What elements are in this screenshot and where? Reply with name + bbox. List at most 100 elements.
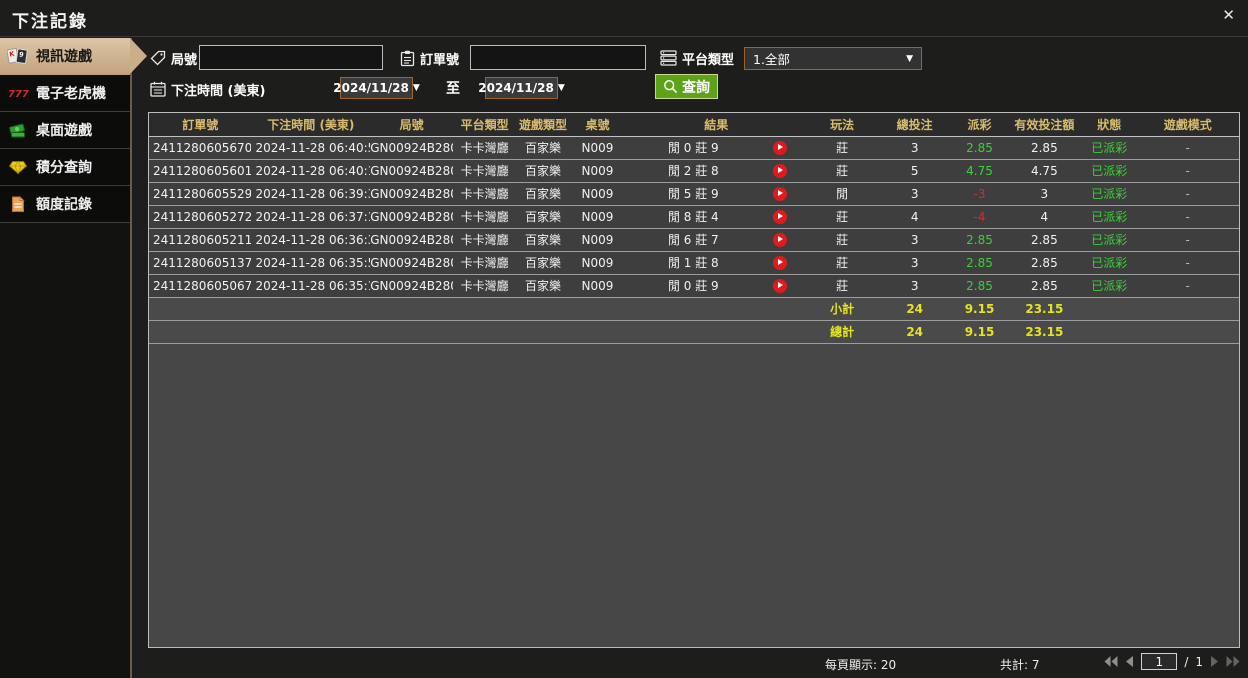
- cell-result: 閒 6 莊 7: [625, 228, 808, 252]
- page-number-input[interactable]: 1: [1141, 653, 1178, 670]
- play-video-icon[interactable]: [773, 140, 788, 155]
- grand-total-total-bet: 24: [877, 320, 953, 344]
- cell-bet-side: 莊: [807, 136, 878, 160]
- table-totals: 小計 24 9.15 23.15 總計 24 9.15 23.15: [149, 297, 1239, 344]
- slot-machine-777-icon: 777: [7, 85, 29, 101]
- cell-platform: 卡卡灣廳: [453, 205, 517, 229]
- sidebar-item-video-games[interactable]: K 9 視訊遊戲: [0, 38, 147, 75]
- order-number-label: 訂單號: [420, 52, 460, 68]
- cell-table-no: N009: [569, 182, 626, 206]
- cell-payout: 2.85: [952, 228, 1007, 252]
- play-video-icon[interactable]: [773, 278, 788, 293]
- play-video-icon[interactable]: [773, 255, 788, 270]
- cell-bet-side: 莊: [807, 274, 878, 298]
- sidebar-item-points[interactable]: 積分查詢: [0, 149, 130, 186]
- per-page-text: 每頁顯示: 20: [825, 656, 896, 673]
- bet-records-table-container: 訂單號 下注時間 (美東) 局號 平台類型 遊戲類型 桌號 結果 玩法 總投注 …: [148, 112, 1240, 648]
- cell-status: 已派彩: [1081, 136, 1137, 160]
- cell-total-bet: 3: [877, 182, 953, 206]
- cell-bet-time: 2024-11-28 06:39:31: [251, 182, 371, 206]
- first-page-icon[interactable]: [1104, 656, 1118, 667]
- play-video-icon[interactable]: [773, 163, 788, 178]
- cell-result: 閒 8 莊 4: [625, 205, 808, 229]
- total-count-label: 共計:: [1000, 658, 1029, 672]
- subtotal-label: 小計: [807, 297, 878, 321]
- grand-total-payout: 9.15: [952, 320, 1007, 344]
- cell-platform: 卡卡灣廳: [453, 274, 517, 298]
- table-row[interactable]: 241128060567051 2024-11-28 06:40:53 GN00…: [149, 136, 1239, 160]
- grand-total-valid-bet: 23.15: [1006, 320, 1082, 344]
- play-video-icon[interactable]: [773, 186, 788, 201]
- cell-payout: 2.85: [952, 251, 1007, 275]
- cell-bet-time: 2024-11-28 06:40:10: [251, 159, 371, 183]
- chevron-down-icon: ▼: [412, 83, 420, 93]
- cell-result: 閒 1 莊 8: [625, 251, 808, 275]
- col-header-table-no: 桌號: [569, 113, 626, 137]
- bet-time-label-group: 下注時間 (美東): [150, 76, 265, 102]
- diamond-icon: [7, 160, 29, 175]
- table-row[interactable]: 241128060560183 2024-11-28 06:40:10 GN00…: [149, 159, 1239, 183]
- date-to-picker[interactable]: 2024/11/28 ▼: [478, 77, 565, 99]
- cell-valid-bet: 4: [1006, 205, 1082, 229]
- grand-total-label: 總計: [807, 320, 878, 344]
- date-from-value: 2024/11/28: [333, 81, 409, 95]
- subtotal-total-bet: 24: [877, 297, 953, 321]
- bet-records-table: 訂單號 下注時間 (美東) 局號 平台類型 遊戲類型 桌號 結果 玩法 總投注 …: [149, 113, 1239, 344]
- cell-table-no: N009: [569, 159, 626, 183]
- next-page-icon[interactable]: [1210, 656, 1219, 667]
- round-number-label: 局號: [171, 52, 198, 68]
- cell-round-id: GN00924B280FH: [370, 182, 454, 206]
- total-count-value: 7: [1031, 658, 1040, 672]
- cell-valid-bet: 2.85: [1006, 274, 1082, 298]
- cell-bet-side: 莊: [807, 159, 878, 183]
- platform-type-label: 平台類型: [682, 52, 735, 68]
- date-from-picker[interactable]: 2024/11/28 ▼: [333, 77, 420, 99]
- table-row[interactable]: 241128060521185 2024-11-28 06:36:39 GN00…: [149, 228, 1239, 252]
- table-row[interactable]: 241128060552911 2024-11-28 06:39:31 GN00…: [149, 182, 1239, 206]
- sidebar-item-label: 積分查詢: [36, 160, 92, 176]
- cell-order-id: 241128060506747: [149, 274, 252, 298]
- prev-page-icon[interactable]: [1125, 656, 1134, 667]
- chevron-down-icon: ▼: [906, 53, 913, 64]
- sidebar-item-table-games[interactable]: 桌面遊戲: [0, 112, 130, 149]
- platform-type-select[interactable]: 1.全部 ▼: [744, 47, 922, 70]
- cell-game-mode: -: [1136, 274, 1239, 298]
- cell-order-id: 241128060513747: [149, 251, 252, 275]
- date-to-value: 2024/11/28: [478, 81, 554, 95]
- table-row[interactable]: 241128060513747 2024-11-28 06:35:54 GN00…: [149, 251, 1239, 275]
- per-page-label: 每頁顯示:: [825, 658, 878, 672]
- search-button[interactable]: 查詢: [655, 74, 718, 99]
- col-header-result: 結果: [625, 113, 808, 137]
- cell-bet-time: 2024-11-28 06:37:11: [251, 205, 371, 229]
- date-range-to-label: 至: [446, 81, 460, 97]
- cell-platform: 卡卡灣廳: [453, 136, 517, 160]
- cell-bet-time: 2024-11-28 06:35:18: [251, 274, 371, 298]
- svg-text:K: K: [9, 50, 16, 59]
- per-page-value: 20: [880, 658, 897, 672]
- cell-payout: -3: [952, 182, 1007, 206]
- sidebar-item-label: 電子老虎機: [36, 86, 106, 102]
- sidebar-item-quota-records[interactable]: 額度記錄: [0, 186, 130, 223]
- cell-total-bet: 3: [877, 136, 953, 160]
- cell-game-type: 百家樂: [516, 251, 570, 275]
- table-row[interactable]: 241128060506747 2024-11-28 06:35:18 GN00…: [149, 274, 1239, 298]
- sidebar-item-label: 視訊遊戲: [36, 49, 92, 65]
- close-icon[interactable]: ✕: [1222, 6, 1235, 24]
- cell-result: 閒 2 莊 8: [625, 159, 808, 183]
- svg-text:777: 777: [8, 89, 29, 100]
- money-icon: [7, 122, 29, 139]
- cell-round-id: GN00924B280FD: [370, 205, 454, 229]
- cell-game-mode: -: [1136, 205, 1239, 229]
- cell-status: 已派彩: [1081, 274, 1137, 298]
- page-total: 1: [1195, 654, 1203, 669]
- round-number-input[interactable]: [199, 45, 383, 70]
- table-row[interactable]: 241128060527285 2024-11-28 06:37:11 GN00…: [149, 205, 1239, 229]
- last-page-icon[interactable]: [1226, 656, 1240, 667]
- order-number-input[interactable]: [470, 45, 646, 70]
- cell-total-bet: 4: [877, 205, 953, 229]
- cell-payout: 2.85: [952, 136, 1007, 160]
- play-video-icon[interactable]: [773, 209, 788, 224]
- sidebar-item-slots[interactable]: 777 電子老虎機: [0, 75, 130, 112]
- cell-game-type: 百家樂: [516, 136, 570, 160]
- play-video-icon[interactable]: [773, 232, 788, 247]
